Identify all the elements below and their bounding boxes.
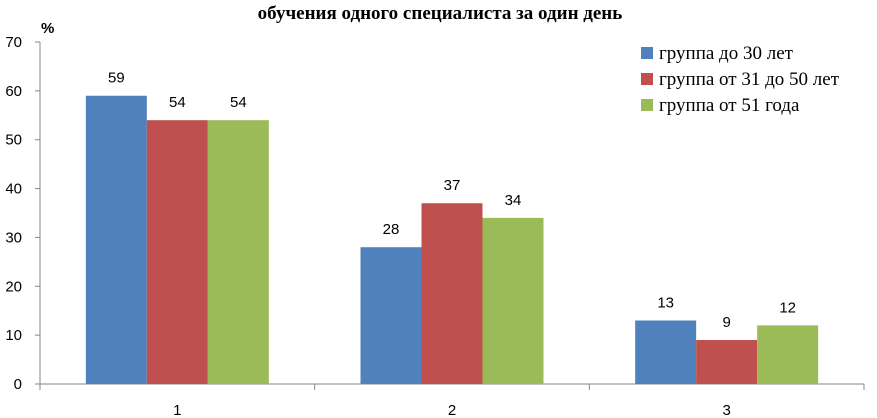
data-label: 28 (383, 221, 400, 238)
data-label: 34 (505, 192, 522, 209)
x-tick-label: 2 (448, 402, 456, 418)
legend-swatch (641, 73, 653, 85)
bar (360, 247, 422, 384)
bars: 59 54 54 28 37 34 13 9 12 (85, 70, 819, 385)
y-tick-label: 10 (5, 327, 22, 344)
bar (421, 203, 483, 384)
data-label: 37 (444, 177, 461, 194)
legend-swatch (641, 47, 653, 59)
x-tick-label: 1 (173, 402, 181, 418)
bar (635, 320, 697, 384)
legend-entry: группа от 31 до 50 лет (659, 69, 840, 90)
data-label: 12 (779, 299, 796, 316)
bar (207, 120, 269, 385)
data-label: 54 (230, 94, 247, 111)
bar (696, 340, 758, 384)
legend: группа до 30 лет группа от 31 до 50 лет гр… (641, 43, 840, 116)
y-tick-label: 60 (5, 83, 22, 100)
legend-entry: группа от 51 года (659, 95, 800, 116)
legend-entry: группа до 30 лет (659, 43, 794, 64)
y-axis-unit-label: % (41, 20, 54, 37)
y-tick-label: 0 (14, 376, 22, 393)
y-tick-label: 30 (5, 229, 22, 246)
legend-swatch (641, 99, 653, 111)
x-tick-label: 3 (722, 402, 730, 418)
y-tick-label: 50 (5, 132, 22, 149)
data-label: 59 (108, 70, 125, 87)
data-label: 9 (722, 314, 730, 331)
chart-title: обучения одного специалиста за один день (258, 3, 623, 24)
bar (146, 120, 208, 385)
bar (757, 325, 819, 384)
bar (85, 95, 147, 384)
bar (482, 217, 544, 384)
data-label: 54 (169, 94, 186, 111)
data-label: 13 (657, 294, 674, 311)
y-tick-label: 40 (5, 181, 22, 198)
y-tick-label: 70 (5, 34, 22, 51)
y-tick-label: 20 (5, 278, 22, 295)
